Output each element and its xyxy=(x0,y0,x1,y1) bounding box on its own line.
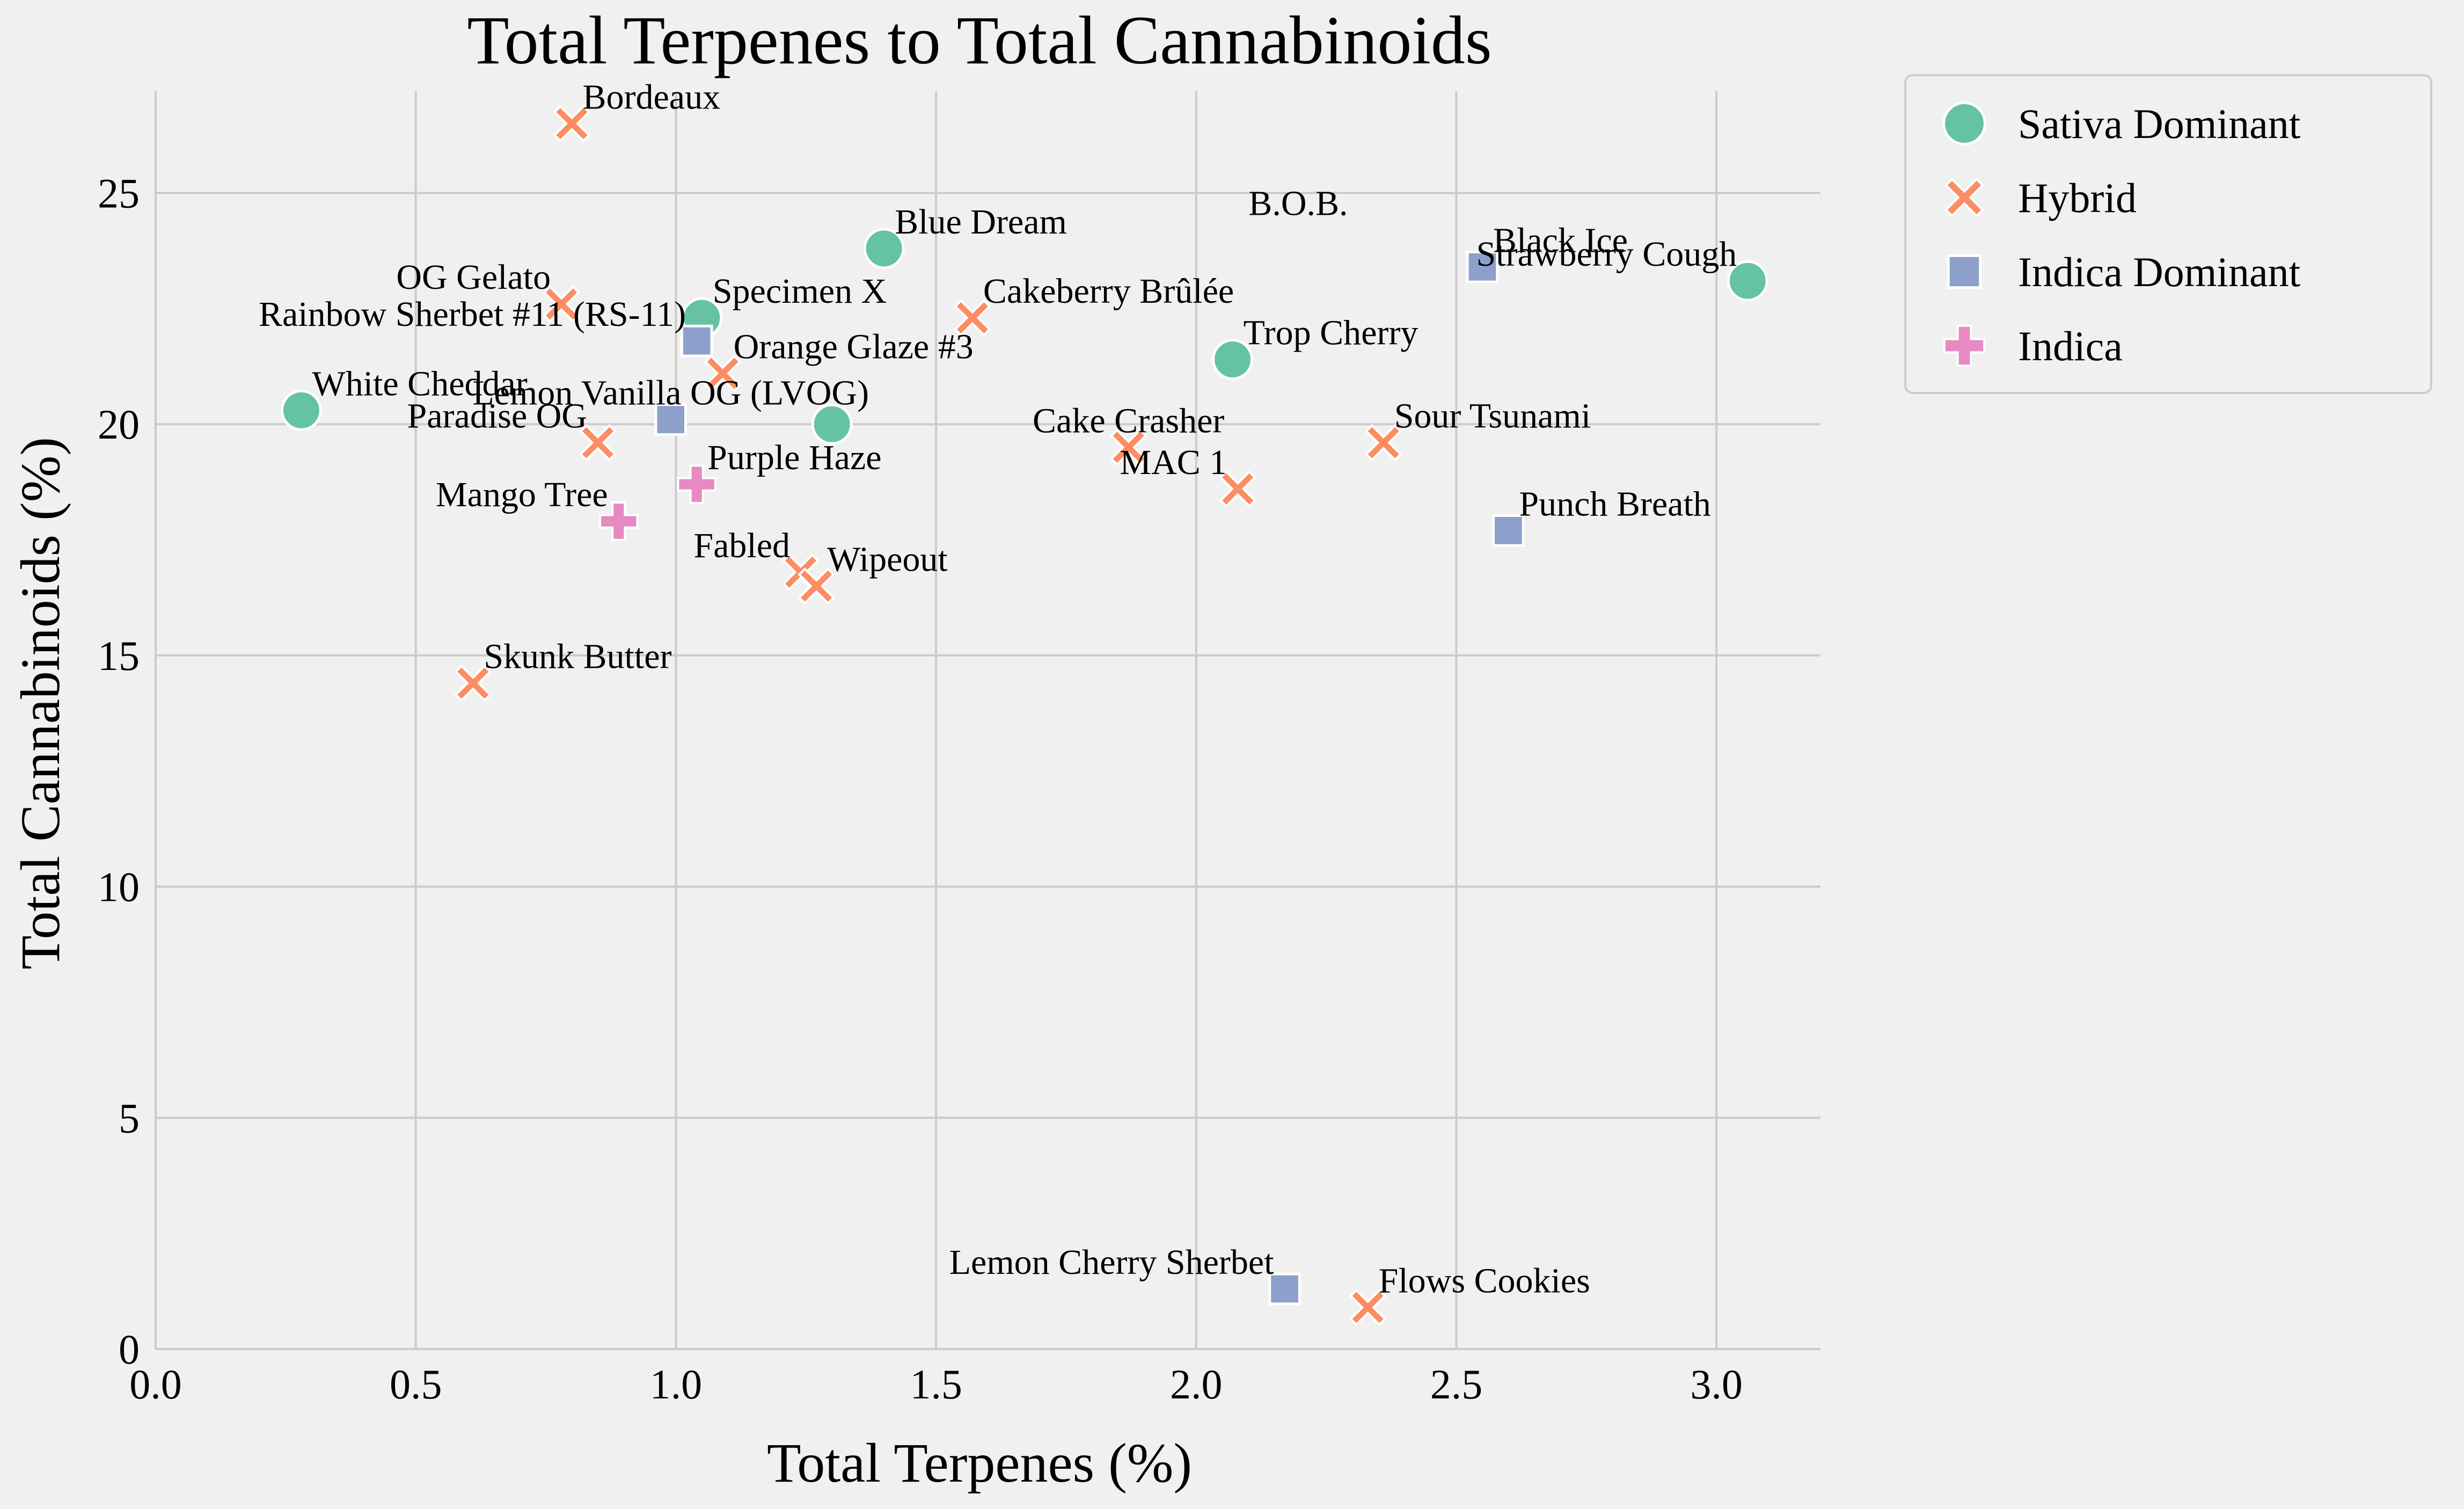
data-point xyxy=(654,403,688,436)
y-tick-label: 20 xyxy=(98,401,140,448)
point-label: Orange Glaze #3 xyxy=(734,327,974,366)
data-point xyxy=(798,567,835,605)
data-point xyxy=(1219,470,1257,508)
point-label: Sour Tsunami xyxy=(1394,397,1591,436)
data-point xyxy=(1110,428,1147,466)
legend-label: Sativa Dominant xyxy=(2018,100,2301,147)
legend-marker xyxy=(1943,324,1986,367)
legend-label: Hybrid xyxy=(2018,174,2137,221)
point-label: Flows Cookies xyxy=(1379,1261,1590,1300)
data-point xyxy=(543,285,580,323)
point-label: Mango Tree xyxy=(436,475,608,514)
legend: Sativa Dominant Hybrid Indica Dominant Indi… xyxy=(1904,74,2432,394)
point-label: Punch Breath xyxy=(1519,484,1710,523)
point-label: Lemon Vanilla OG (LVOG) xyxy=(472,374,869,413)
grid-lines xyxy=(156,91,1820,1349)
x-tick-label: 0.5 xyxy=(390,1361,442,1408)
legend-label: Indica xyxy=(2018,323,2123,369)
point-label: Paradise OG xyxy=(407,397,587,436)
data-point xyxy=(1492,514,1525,547)
point-label: Cake Crasher xyxy=(1033,401,1224,440)
point-label: MAC 1 xyxy=(1120,443,1227,482)
y-tick-label: 25 xyxy=(98,170,140,217)
x-tick-label: 2.0 xyxy=(1170,1361,1223,1408)
x-tick-label: 1.5 xyxy=(910,1361,962,1408)
data-point xyxy=(1212,339,1254,381)
point-label: B.O.B. xyxy=(1248,184,1348,223)
x-tick-label: 2.5 xyxy=(1430,1361,1483,1408)
legend-label: Indica Dominant xyxy=(2018,249,2301,295)
x-tick-label: 1.0 xyxy=(650,1361,703,1408)
data-point xyxy=(1364,424,1402,462)
point-label: Trop Cherry xyxy=(1244,314,1419,353)
y-tick-label: 15 xyxy=(98,632,140,679)
data-point xyxy=(1727,260,1768,302)
point-label: Specimen X xyxy=(713,272,887,311)
data-point xyxy=(1466,250,1499,283)
data-point xyxy=(280,389,322,431)
data-point xyxy=(954,299,991,337)
point-label: White Cheddar xyxy=(312,364,527,403)
point-label: Lemon Cherry Sherbet xyxy=(949,1243,1274,1282)
y-tick-label: 5 xyxy=(119,1095,140,1141)
point-label: Skunk Butter xyxy=(484,637,671,676)
legend-marker xyxy=(1947,254,1982,289)
data-point xyxy=(553,105,591,143)
point-label: Cakeberry Brûlée xyxy=(983,272,1234,311)
data-point xyxy=(579,424,617,462)
data-point xyxy=(598,501,639,541)
data-point xyxy=(680,324,713,358)
point-label: Fabled xyxy=(693,526,790,565)
x-tick-label: 0.0 xyxy=(129,1361,182,1408)
y-tick-label: 10 xyxy=(98,864,140,910)
data-point xyxy=(1349,1288,1387,1326)
point-label: Bordeaux xyxy=(583,77,721,116)
y-axis-label: Total Cannabinoids (%) xyxy=(10,437,71,969)
legend-frame xyxy=(1904,74,2432,394)
data-point xyxy=(811,403,853,445)
x-tick-label: 3.0 xyxy=(1690,1361,1743,1408)
axes: 0.0 0.5 1.0 1.5 2.0 2.5 3.0 0 5 10 15 20 25 xyxy=(98,91,1820,1408)
legend-marker xyxy=(1942,101,1986,145)
point-label: Wipeout xyxy=(827,540,948,579)
point-label: Rainbow Sherbet #11 (RS-11) xyxy=(259,295,686,334)
data-point xyxy=(677,464,716,504)
point-label: Purple Haze xyxy=(707,438,881,477)
data-point xyxy=(454,664,492,702)
data-point xyxy=(863,228,905,269)
y-tick-label: 0 xyxy=(119,1326,140,1373)
data-points xyxy=(280,105,1768,1326)
point-label: Strawberry Cough xyxy=(1476,235,1737,274)
point-label: Black Ice xyxy=(1493,221,1628,260)
legend-marker xyxy=(1944,178,1984,217)
point-label: OG Gelato xyxy=(396,258,551,297)
data-point xyxy=(704,354,742,392)
x-axis-label: Total Terpenes (%) xyxy=(767,1432,1192,1494)
point-label: Blue Dream xyxy=(895,202,1067,242)
chart-title: Total Terpenes to Total Cannabinoids xyxy=(467,2,1491,78)
data-point xyxy=(1268,1272,1301,1306)
